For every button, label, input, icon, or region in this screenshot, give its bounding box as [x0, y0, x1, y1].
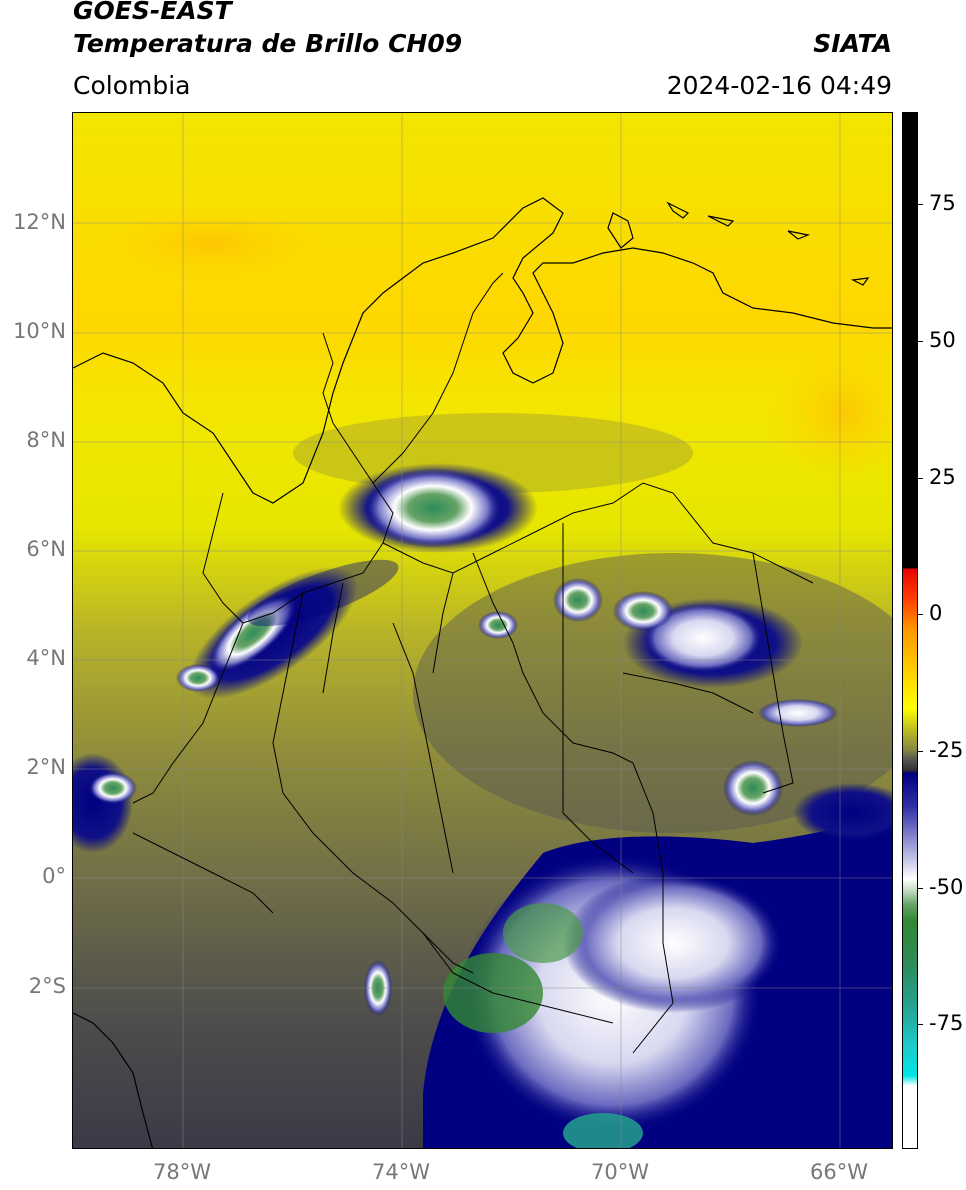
colorbar-label-75: 75	[929, 191, 956, 215]
title-line-1: GOES-EAST	[73, 0, 232, 25]
datetime-label: 2024-02-16 04:49	[666, 71, 892, 100]
center-storm-cell	[553, 578, 603, 622]
lat-label-4n: 4°N	[26, 646, 66, 670]
lat-label-2s: 2°S	[28, 974, 66, 998]
colorbar-label-minus75: -75	[929, 1011, 964, 1035]
lat-label-12n: 12°N	[13, 210, 66, 234]
title-line-2: Temperatura de Brillo CH09	[73, 29, 463, 58]
southern-convection-2	[563, 873, 783, 1013]
colorbar	[902, 112, 918, 1149]
lon-label-78w: 78°W	[153, 1160, 211, 1184]
colorbar-label-minus50: -50	[929, 875, 964, 899]
lon-label-74w: 74°W	[372, 1160, 430, 1184]
map-canvas	[73, 113, 892, 1148]
lon-label-66w: 66°W	[810, 1160, 868, 1184]
west-storm-cell	[89, 772, 137, 804]
southeast-storm-cell	[723, 760, 783, 816]
colorbar-tick	[918, 751, 923, 752]
colorbar-tick	[918, 341, 923, 342]
colorbar-label-25: 25	[929, 465, 956, 489]
east-storm-cell	[643, 603, 763, 673]
graticule	[73, 113, 892, 1148]
colorbar-label-0: 0	[929, 601, 943, 625]
far-east-cell	[758, 699, 838, 727]
southeast-cloud	[793, 783, 892, 843]
admin-borders	[132, 272, 814, 1054]
east-storm-cell-2	[613, 591, 673, 631]
lat-label-10n: 10°N	[13, 319, 66, 343]
green-core-3	[563, 1113, 643, 1148]
colorbar-tick	[918, 204, 923, 205]
region-label: Colombia	[73, 71, 191, 100]
warm-area-east	[763, 343, 892, 483]
colorbar-tick	[918, 1024, 923, 1025]
colorbar-tick	[918, 478, 923, 479]
lat-label-8n: 8°N	[26, 428, 66, 452]
green-core-2	[503, 903, 583, 963]
warm-area-north	[93, 203, 333, 283]
satellite-map[interactable]	[72, 112, 893, 1149]
north-storm-cell	[363, 468, 503, 548]
colorbar-tick	[918, 614, 923, 615]
lat-label-6n: 6°N	[26, 537, 66, 561]
lat-label-0: 0°	[42, 864, 66, 888]
colorbar-label-minus25: -25	[929, 738, 964, 762]
lat-label-2n: 2°N	[26, 755, 66, 779]
small-storm-cell	[478, 611, 518, 639]
source-label: SIATA	[813, 29, 892, 58]
west-band-storm-2	[176, 664, 220, 692]
lon-label-70w: 70°W	[591, 1160, 649, 1184]
cloud-streak	[247, 559, 399, 627]
colorbar-tick	[918, 888, 923, 889]
colorbar-label-50: 50	[929, 328, 956, 352]
coastlines	[73, 197, 892, 1148]
